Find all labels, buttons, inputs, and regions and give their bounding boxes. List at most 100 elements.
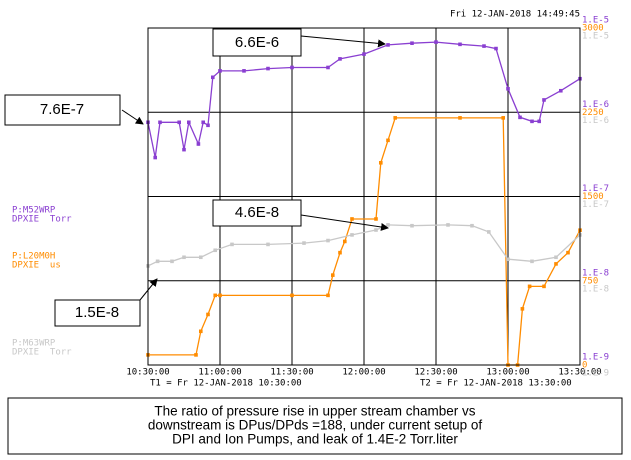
annotation: 1.5E-8 bbox=[75, 304, 119, 321]
annotation: 4.6E-8 bbox=[235, 204, 279, 221]
data-point bbox=[290, 65, 294, 70]
data-point bbox=[266, 242, 270, 247]
arrow bbox=[139, 278, 158, 301]
x-tick-label: 13:30:00 bbox=[558, 368, 601, 378]
t1-label: T1 = Fr 12-JAN-2018 10:30:00 bbox=[150, 379, 302, 389]
data-point bbox=[158, 120, 162, 125]
data-point bbox=[374, 228, 378, 232]
annotation-box bbox=[212, 199, 302, 227]
annotation-box bbox=[4, 94, 121, 126]
plot-frame bbox=[147, 27, 581, 366]
data-point bbox=[331, 273, 335, 277]
data-point bbox=[211, 75, 215, 80]
data-point bbox=[213, 293, 217, 298]
y-tick-label: 1.E-6 bbox=[582, 116, 609, 126]
y-tick-label: 1.E-8 bbox=[582, 284, 609, 294]
data-point bbox=[506, 86, 510, 91]
data-point bbox=[177, 120, 181, 125]
y-tick-label: 1.E-7 bbox=[582, 184, 609, 194]
data-point bbox=[446, 223, 450, 227]
legend-name: P:M52WRP bbox=[12, 206, 56, 216]
y-tick-label: 750 bbox=[582, 276, 598, 286]
y-tick-label: 1.E-9 bbox=[582, 369, 609, 379]
data-point bbox=[218, 293, 222, 298]
data-point bbox=[410, 41, 414, 46]
data-point bbox=[542, 98, 546, 102]
data-point bbox=[326, 65, 330, 70]
data-point bbox=[218, 69, 222, 73]
data-point bbox=[326, 293, 330, 298]
data-point bbox=[266, 66, 270, 71]
data-point bbox=[393, 116, 397, 120]
data-point bbox=[242, 69, 246, 73]
x-tick-label: 13:00:00 bbox=[486, 368, 529, 378]
data-point bbox=[170, 259, 174, 264]
y-tick-label: 0 bbox=[582, 361, 587, 371]
caption-line: downstream is DPus/DPds =188, under curr… bbox=[148, 418, 483, 433]
data-point bbox=[487, 230, 491, 234]
legend-units: DPXIE Torr bbox=[12, 215, 72, 225]
data-point bbox=[527, 284, 532, 289]
y-tick-label: 1.E-9 bbox=[582, 353, 609, 363]
data-point bbox=[410, 223, 414, 228]
data-point bbox=[434, 40, 438, 44]
data-point bbox=[559, 88, 563, 93]
legend-units: DPXIE Torr bbox=[12, 348, 72, 358]
data-point bbox=[458, 42, 462, 47]
data-point bbox=[194, 353, 198, 357]
data-point bbox=[537, 119, 541, 124]
data-point bbox=[494, 46, 498, 51]
data-point bbox=[302, 241, 306, 245]
arrow bbox=[300, 35, 386, 48]
data-point bbox=[554, 255, 558, 260]
data-point bbox=[470, 223, 474, 228]
y-tick-label: 1.E-7 bbox=[582, 200, 609, 210]
annotation-box bbox=[54, 299, 141, 327]
legend-name: P:L20M0H bbox=[12, 252, 55, 262]
data-point bbox=[542, 284, 546, 289]
x-tick-label: 10:30:00 bbox=[126, 368, 169, 378]
data-point bbox=[182, 255, 186, 260]
data-point bbox=[530, 119, 534, 124]
data-point bbox=[458, 116, 462, 120]
y-tick-label: 3000 bbox=[582, 24, 604, 34]
data-point bbox=[230, 242, 234, 247]
arrow bbox=[300, 214, 389, 231]
data-point bbox=[350, 233, 354, 237]
y-tick-label: 2250 bbox=[582, 108, 604, 118]
data-point bbox=[206, 123, 210, 128]
data-point bbox=[213, 248, 217, 253]
data-point bbox=[379, 161, 383, 165]
caption-box bbox=[7, 397, 623, 455]
annotation-box bbox=[212, 28, 302, 57]
arrow bbox=[121, 109, 144, 125]
data-point bbox=[199, 329, 203, 334]
data-point bbox=[566, 250, 570, 255]
data-point bbox=[530, 259, 534, 264]
data-point bbox=[482, 44, 486, 48]
x-tick-label: 11:00:00 bbox=[198, 368, 241, 378]
caption-line: DPI and Ion Pumps, and leak of 1.4E-2 To… bbox=[172, 432, 458, 447]
data-point bbox=[362, 52, 366, 56]
series-line bbox=[147, 41, 581, 158]
data-point bbox=[290, 293, 294, 298]
data-point bbox=[518, 115, 522, 120]
data-point bbox=[199, 255, 203, 260]
y-tick-label: 1500 bbox=[582, 192, 604, 202]
y-tick-label: 1.E-5 bbox=[582, 16, 609, 26]
y-tick-label: 1.E-6 bbox=[582, 100, 609, 110]
data-point bbox=[187, 120, 191, 125]
data-point bbox=[338, 250, 342, 255]
annotation: 7.6E-7 bbox=[40, 101, 84, 118]
x-tick-label: 12:00:00 bbox=[342, 368, 385, 378]
data-point bbox=[155, 259, 160, 264]
y-tick-label: 1.E-5 bbox=[582, 32, 609, 42]
data-point bbox=[554, 262, 558, 266]
data-point bbox=[326, 238, 330, 243]
data-point bbox=[501, 116, 505, 120]
data-point bbox=[153, 155, 157, 160]
data-point bbox=[343, 239, 347, 244]
data-point bbox=[386, 223, 390, 227]
x-tick-label: 11:30:00 bbox=[270, 368, 313, 378]
